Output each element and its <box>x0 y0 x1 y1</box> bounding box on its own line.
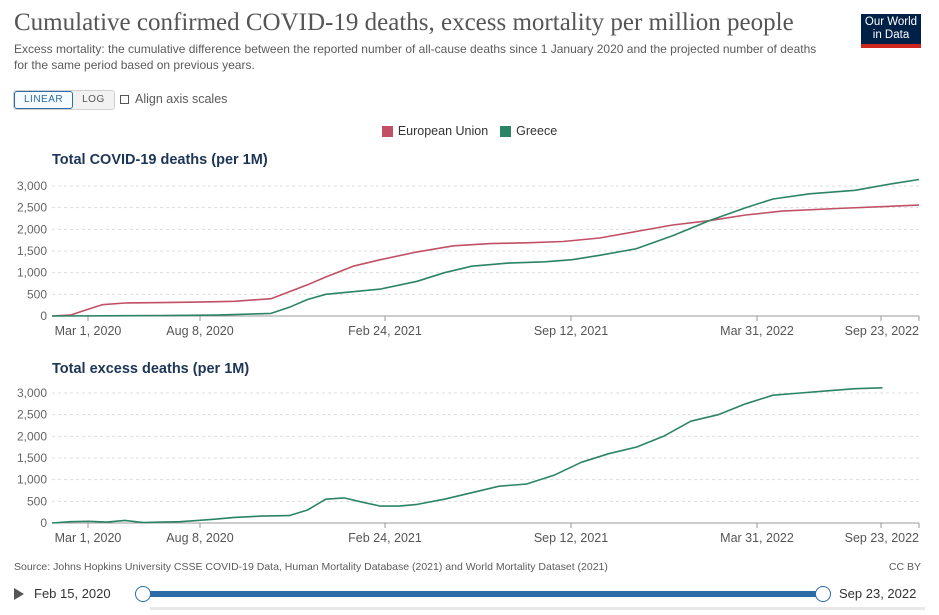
y-tick-label-0-3: 1,500 <box>17 244 47 258</box>
x-tick-label-0-0: Mar 1, 2020 <box>55 324 122 338</box>
timeline-start-handle[interactable] <box>135 586 151 602</box>
y-tick-label-0-2: 1,000 <box>17 266 47 280</box>
legend-swatch-greece <box>500 125 512 137</box>
x-tick-label-1-5: Sep 23, 2022 <box>845 531 919 545</box>
y-tick-label-1-6: 3,000 <box>17 386 47 400</box>
timeline: Feb 15, 2020 Sep 23, 2022 <box>0 580 939 610</box>
y-tick-label-1-2: 1,000 <box>17 473 47 487</box>
y-tick-label-0-5: 2,500 <box>17 201 47 215</box>
timeline-end-label: Sep 23, 2022 <box>839 586 917 601</box>
x-tick-label-0-4: Mar 31, 2022 <box>720 324 794 338</box>
timeline-shadow <box>150 607 925 610</box>
legend-item-greece[interactable]: Greece <box>500 124 557 138</box>
y-tick-label-1-3: 1,500 <box>17 451 47 465</box>
timeline-end-handle[interactable] <box>815 586 831 602</box>
timeline-track[interactable] <box>142 591 823 597</box>
x-tick-label-1-1: Aug 8, 2020 <box>166 531 233 545</box>
series-line-greece-0 <box>51 178 920 317</box>
source-note: Source: Johns Hopkins University CSSE CO… <box>14 561 608 573</box>
x-tick-label-1-4: Mar 31, 2022 <box>720 531 794 545</box>
chart-title: Cumulative confirmed COVID-19 deaths, ex… <box>14 9 794 36</box>
y-tick-label-1-5: 2,500 <box>17 408 47 422</box>
y-tick-label-0-0: 0 <box>40 309 47 323</box>
series-line-european-union-0 <box>51 204 920 317</box>
x-tick-label-1-3: Sep 12, 2021 <box>534 531 608 545</box>
timeline-start-label: Feb 15, 2020 <box>34 586 111 601</box>
y-tick-label-1-0: 0 <box>40 516 47 530</box>
legend-swatch-european-union <box>381 125 393 137</box>
series-line-greece-1 <box>51 387 883 524</box>
y-tick-label-0-4: 2,000 <box>17 222 47 236</box>
y-tick-label-0-6: 3,000 <box>17 179 47 193</box>
x-tick-label-1-0: Mar 1, 2020 <box>55 531 122 545</box>
charts-svg: 0 500 1,000 1,500 2,000 2,500 3,000 Mar 1, 2020… <box>17 178 920 545</box>
legend-item-european-union[interactable]: European Union <box>381 124 489 138</box>
x-tick-label-0-5: Sep 23, 2022 <box>845 324 919 338</box>
panel-title-covid-deaths: Total COVID-19 deaths (per 1M) <box>52 152 268 168</box>
align-axis-checkbox[interactable]: Align axis scales <box>120 92 227 106</box>
x-tick-label-0-3: Sep 12, 2021 <box>534 324 608 338</box>
checkbox-icon <box>120 94 129 104</box>
x-tick-label-1-2: Feb 24, 2021 <box>348 531 422 545</box>
scale-toggle: LINEAR LOG <box>13 90 115 110</box>
legend-label-greece: Greece <box>516 124 558 138</box>
x-tick-label-0-1: Aug 8, 2020 <box>166 324 233 338</box>
panel-title-excess-deaths: Total excess deaths (per 1M) <box>52 361 250 377</box>
license-link[interactable]: CC BY <box>888 561 921 573</box>
log-scale-button[interactable]: LOG <box>73 91 114 109</box>
logo-line-2: in Data <box>872 29 910 41</box>
owid-logo[interactable]: Our World in Data <box>861 14 921 48</box>
y-tick-label-1-4: 2,000 <box>17 429 47 443</box>
y-tick-label-1-1: 500 <box>27 494 47 508</box>
legend-label-european-union: European Union <box>397 124 489 138</box>
linear-scale-button[interactable]: LINEAR <box>14 91 74 109</box>
chart-subtitle: Excess mortality: the cumulative differe… <box>14 42 817 72</box>
align-axis-label: Align axis scales <box>135 92 228 106</box>
legend: European Union Greece <box>0 124 939 138</box>
logo-line-1: Our World <box>864 16 918 28</box>
x-tick-label-0-2: Feb 24, 2021 <box>348 324 422 338</box>
y-tick-label-0-1: 500 <box>27 287 47 301</box>
play-icon[interactable] <box>14 588 24 600</box>
